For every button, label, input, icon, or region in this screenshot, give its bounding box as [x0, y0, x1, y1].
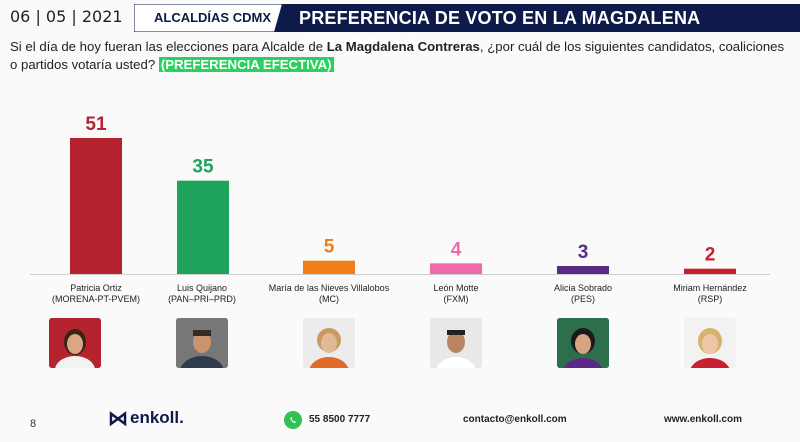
- candidate-party: (MC): [319, 294, 339, 304]
- logo-mark-icon: ⋈: [108, 407, 128, 430]
- woman-portrait-icon: [557, 318, 609, 368]
- bar-value-label-5: 3: [578, 242, 589, 263]
- candidate-party: (PAN–PRI–PRD): [168, 294, 236, 304]
- page-number: 8: [30, 418, 37, 430]
- candidate-name: León Motte: [433, 283, 479, 293]
- bar-value-label-1: 51: [85, 114, 107, 135]
- question-text-2: , ¿por cuál de los siguientes candidatos…: [10, 39, 785, 72]
- candidate-party: (RSP): [697, 294, 723, 304]
- candidate-name: Patricia Ortiz: [70, 283, 122, 293]
- contact-email[interactable]: contacto@enkoll.com: [463, 414, 567, 425]
- bar-2: [177, 180, 229, 274]
- header-band-shape: [134, 4, 800, 32]
- man-portrait-icon: [176, 318, 228, 368]
- logo-text: enkoll.: [130, 408, 184, 427]
- whatsapp-icon: [284, 411, 302, 429]
- bar-value-label-2: 35: [192, 157, 214, 178]
- survey-date: 06 | 05 | 2021: [10, 7, 123, 26]
- bar-6: [684, 268, 736, 274]
- bar-4: [430, 263, 482, 274]
- contact-phone: 55 8500 7777: [309, 414, 371, 425]
- man-portrait-icon: [430, 318, 482, 368]
- bar-value-label-6: 2: [705, 245, 716, 266]
- woman-portrait-icon: [684, 318, 736, 368]
- candidate-name: Miriam Hernández: [673, 283, 747, 293]
- page-title: PREFERENCIA DE VOTO EN LA MAGDALENA CONT…: [299, 8, 700, 56]
- candidate-label-2: Luis Quijano (PAN–PRI–PRD): [137, 283, 267, 305]
- candidate-party: (FXM): [443, 294, 469, 304]
- question-bold-place: La Magdalena Contreras: [326, 39, 480, 54]
- candidate-name: Alicia Sobrado: [553, 283, 613, 293]
- candidate-name: Luis Quijano: [176, 283, 228, 293]
- bar-value-label-3: 5: [324, 237, 335, 258]
- candidate-label-4: León Motte (FXM): [391, 283, 521, 305]
- candidate-label-5: Alicia Sobrado (PES): [518, 283, 648, 305]
- candidate-label-3: María de las Nieves Villalobos (MC): [264, 283, 394, 305]
- woman-portrait-icon: [303, 318, 355, 368]
- enkoll-logo: ⋈ enkoll.: [108, 406, 184, 430]
- header-band: ALCALDÍAS CDMX PREFERENCIA DE VOTO EN LA…: [134, 4, 800, 56]
- question-text-1: Si el día de hoy fueran las elecciones p…: [10, 39, 327, 54]
- candidate-label-6: Miriam Hernández (RSP): [645, 283, 775, 305]
- candidate-party: (MORENA-PT-PVEM): [51, 294, 140, 304]
- bar-1: [70, 138, 122, 274]
- candidate-party: (PES): [570, 294, 595, 304]
- effective-preference-tag: (PREFERENCIA EFECTIVA): [158, 57, 334, 72]
- website-link[interactable]: www.enkoll.com: [664, 414, 742, 425]
- bar-5: [557, 266, 609, 274]
- candidate-label-1: Patricia Ortiz (MORENA-PT-PVEM): [31, 283, 161, 305]
- vote-preference-chart: 51 35 5 4 3 2: [30, 114, 770, 275]
- bar-value-label-4: 4: [451, 239, 462, 260]
- woman-portrait-icon: [49, 318, 101, 368]
- survey-question: Si el día de hoy fueran las elecciones p…: [10, 38, 790, 74]
- bar-3: [303, 260, 355, 274]
- section-label: ALCALDÍAS CDMX: [154, 10, 271, 25]
- candidate-name: María de las Nieves Villalobos: [268, 283, 390, 293]
